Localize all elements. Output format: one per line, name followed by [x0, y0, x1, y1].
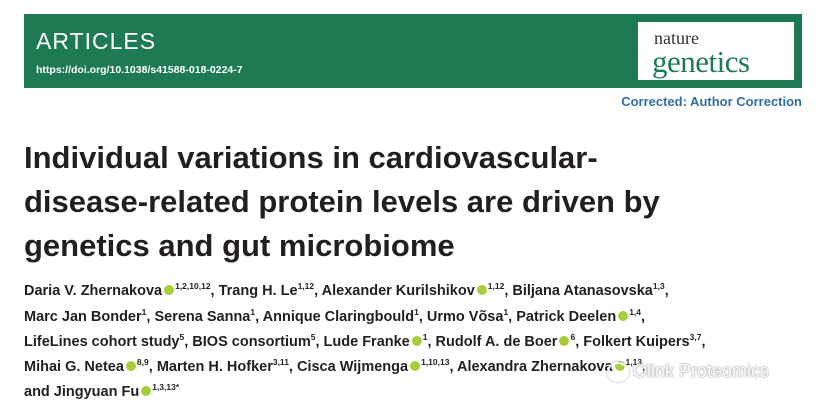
affiliation-superscript: 1,2,10,12 — [175, 281, 211, 292]
section-label: ARTICLES — [36, 28, 157, 54]
article-title: Individual variations in cardiovascular-… — [24, 136, 724, 268]
author-name[interactable]: Biljana Atanasovska — [512, 283, 653, 299]
author-name[interactable]: Marten H. Hofker — [156, 359, 273, 375]
journal-logo-top: nature — [654, 28, 699, 48]
orcid-icon[interactable] — [164, 285, 175, 296]
affiliation-superscript: 1,4 — [629, 307, 642, 318]
doi-link[interactable]: https://doi.org/10.1038/s41588-018-0224-… — [36, 64, 243, 76]
author-name[interactable]: LifeLines cohort study — [24, 334, 180, 350]
affiliation-superscript: 5 — [310, 332, 316, 343]
affiliation-superscript: 1,12 — [487, 281, 505, 292]
author-name[interactable]: Alexander Kurilshikov — [321, 283, 475, 299]
author-name[interactable]: Rudolf A. de Boer — [435, 334, 558, 350]
orcid-icon[interactable] — [411, 336, 422, 347]
affiliation-superscript: 1 — [414, 307, 419, 318]
affiliation-superscript: 1,12 — [297, 281, 315, 292]
author-line: Marc Jan Bonder1, Serena Sanna1, Annique… — [24, 307, 646, 325]
author-name[interactable]: Patrick Deelen — [516, 309, 617, 325]
author-line: Daria V. Zhernakova 1,2,10,12, Trang H. L… — [24, 281, 669, 299]
affiliation-superscript: 1 — [503, 307, 509, 318]
affiliation-superscript: 1,13 — [625, 357, 643, 368]
author-name[interactable]: Alexandra Zhernakova — [456, 359, 613, 375]
author-name[interactable]: Annique Claringbould — [262, 309, 415, 325]
affiliation-superscript: 1,3 — [652, 281, 665, 292]
author-name[interactable]: Urmo Võsa — [426, 309, 504, 325]
chat-bubble-icon — [607, 362, 629, 383]
affiliation-superscript: 3,7 — [689, 332, 702, 343]
affiliation-superscript: 1,3,13* — [152, 382, 180, 393]
title-line: Individual variations in cardiovascular- — [24, 140, 598, 175]
author-name[interactable]: Daria V. Zhernakova — [24, 283, 163, 299]
orcid-icon[interactable] — [410, 361, 421, 372]
affiliation-superscript: 1 — [422, 332, 428, 343]
orcid-icon[interactable] — [141, 386, 152, 397]
orcid-icon[interactable] — [618, 311, 629, 322]
author-name[interactable]: Cisca Wijmenga — [296, 359, 409, 375]
affiliation-superscript: 3,11 — [272, 357, 289, 368]
affiliation-superscript: 1 — [141, 307, 147, 318]
author-name[interactable]: Serena Sanna — [154, 309, 251, 325]
journal-logo-bottom: genetics — [652, 44, 750, 79]
author-line: LifeLines cohort study5, BIOS consortium… — [24, 332, 706, 350]
watermark: Olink Proteomics — [607, 361, 770, 383]
affiliation-superscript: 1,10,13 — [421, 357, 450, 368]
watermark-text: Olink Proteomics — [633, 361, 770, 381]
title-line: disease-related protein levels are drive… — [24, 184, 660, 219]
journal-logo: nature genetics — [638, 22, 794, 80]
affiliation-superscript: 8,9 — [136, 357, 149, 368]
orcid-icon[interactable] — [125, 361, 136, 372]
title-line: genetics and gut microbiome — [24, 228, 455, 263]
author-name[interactable]: Folkert Kuipers — [583, 334, 690, 350]
affiliation-superscript: 6 — [570, 332, 576, 343]
author-name[interactable]: and Jingyuan Fu — [24, 384, 140, 400]
author-name[interactable]: BIOS consortium — [192, 334, 311, 350]
orcid-icon[interactable] — [476, 285, 487, 296]
orcid-icon[interactable] — [559, 336, 570, 347]
affiliation-superscript: 5 — [179, 332, 185, 343]
author-name[interactable]: Mihai G. Netea — [24, 359, 124, 375]
author-line: and Jingyuan Fu 1,3,13* — [24, 382, 180, 400]
affiliation-superscript: 1 — [250, 307, 256, 318]
correction-note[interactable]: Corrected: Author Correction — [621, 94, 802, 109]
journal-header-bar: ARTICLES https://doi.org/10.1038/s41588-… — [24, 14, 802, 88]
author-name[interactable]: Lude Franke — [323, 334, 410, 350]
author-name[interactable]: Trang H. Le — [218, 283, 298, 299]
author-line: Mihai G. Netea 8,9, Marten H. Hofker3,11,… — [24, 357, 647, 375]
author-name[interactable]: Marc Jan Bonder — [24, 309, 142, 325]
